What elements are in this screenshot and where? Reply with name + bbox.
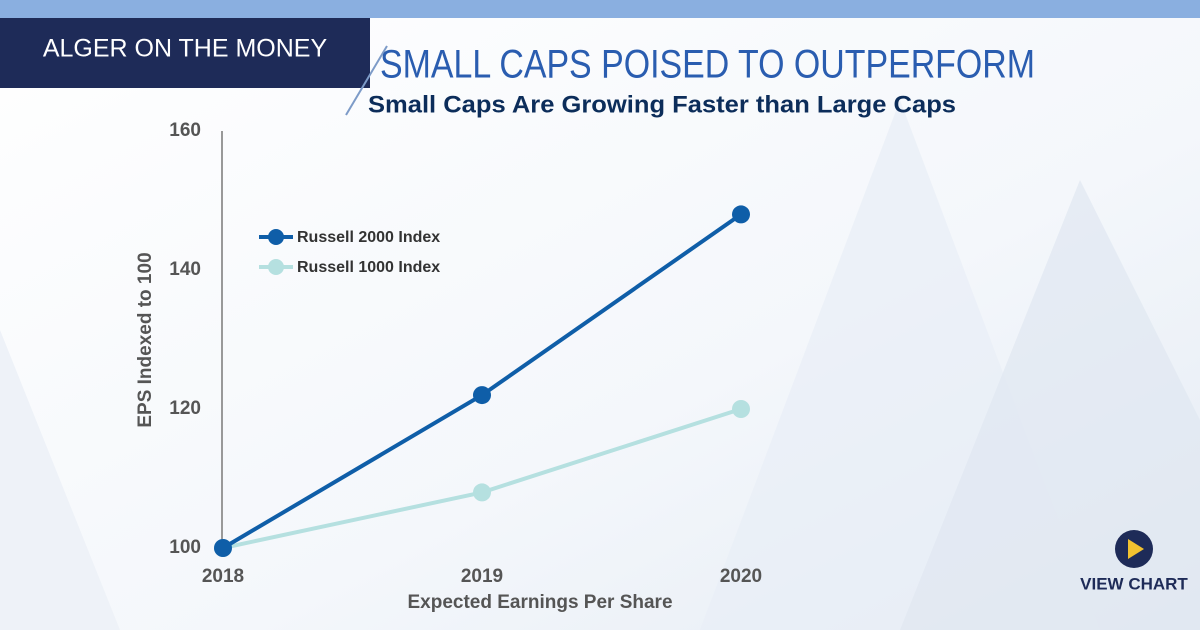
decor xyxy=(0,330,120,630)
y-axis-label: EPS Indexed to 100 xyxy=(135,252,156,427)
legend-marker xyxy=(268,229,284,245)
button-label[interactable]: VIEW CHART xyxy=(1080,574,1188,593)
decor xyxy=(900,180,1200,630)
point xyxy=(473,386,491,405)
top-stripe xyxy=(0,0,1200,18)
legend-label: Russell 1000 Index xyxy=(297,259,440,276)
y-tick-label: 160 xyxy=(169,120,201,141)
point xyxy=(214,539,232,557)
x-tick-label: 2019 xyxy=(461,566,503,587)
point xyxy=(732,205,750,224)
play-triangle[interactable] xyxy=(1128,539,1144,559)
chart-title: SMALL CAPS POISED TO OUTPERFORM xyxy=(380,43,1035,87)
point xyxy=(732,400,750,418)
legend-label: Russell 2000 Index xyxy=(297,229,440,246)
view-chart-button[interactable]: VIEW CHART xyxy=(1080,530,1188,593)
y-tick-label: 140 xyxy=(169,259,201,280)
brand: ALGER ON THE MONEY xyxy=(43,35,328,63)
x-tick-label: 2018 xyxy=(202,566,244,587)
x-axis-label: Expected Earnings Per Share xyxy=(407,592,672,613)
chart-subtitle: Small Caps Are Growing Faster than Large… xyxy=(368,91,956,118)
legend-marker xyxy=(268,259,284,275)
brand-box xyxy=(0,18,370,88)
divider xyxy=(345,45,388,116)
y-tick-label: 120 xyxy=(169,398,201,419)
x-tick-label: 2020 xyxy=(720,566,762,587)
point xyxy=(473,483,491,502)
y-tick-label: 100 xyxy=(169,537,201,558)
